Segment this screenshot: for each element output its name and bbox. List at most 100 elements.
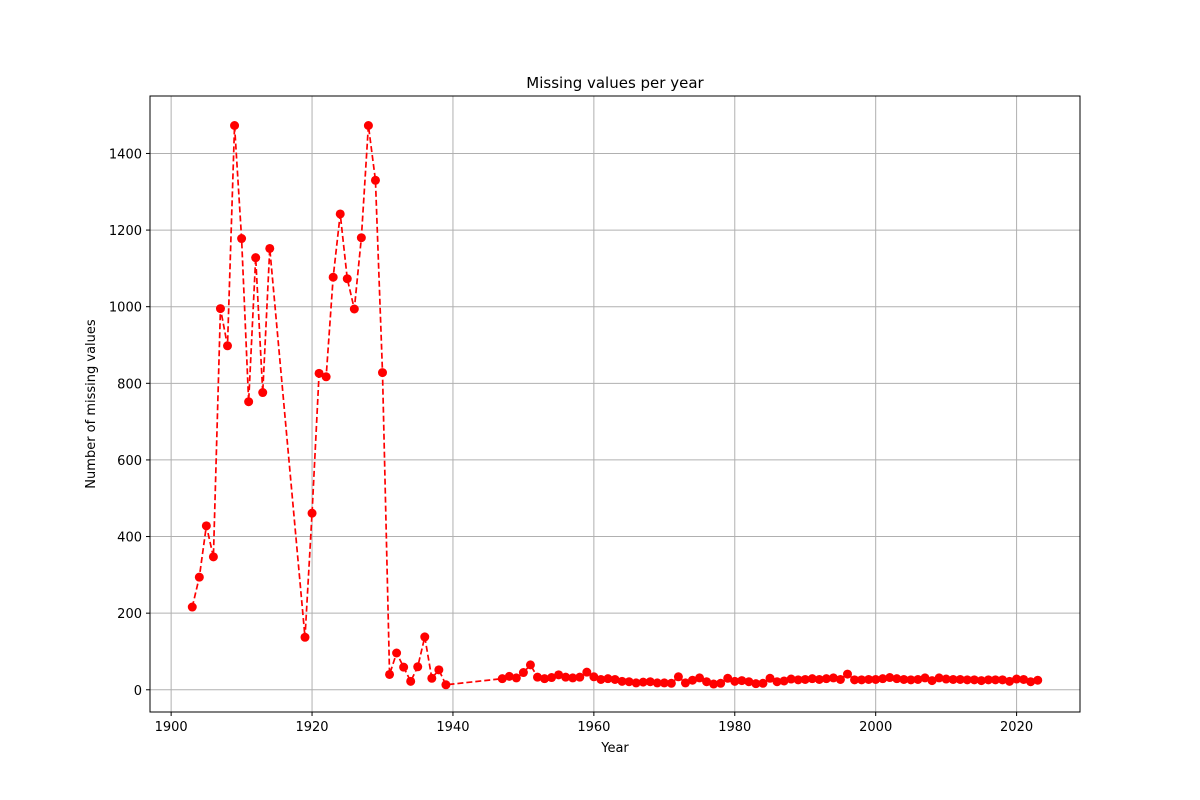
x-tick-label: 1900 <box>155 720 188 735</box>
data-point <box>1033 675 1043 685</box>
data-point <box>934 673 944 683</box>
plot-frame <box>149 95 1081 713</box>
data-point <box>392 648 402 658</box>
data-point <box>349 304 359 314</box>
data-point <box>744 677 754 687</box>
y-tick-label: 400 <box>117 531 142 546</box>
data-point <box>258 388 268 398</box>
y-tick-label: 1000 <box>109 301 142 316</box>
data-point <box>582 667 592 677</box>
y-tick-label: 0 <box>134 684 142 699</box>
data-point <box>504 671 514 681</box>
data-point <box>561 672 571 682</box>
data-point <box>533 672 542 682</box>
data-point <box>962 675 972 685</box>
y-tick-label: 200 <box>117 607 142 622</box>
data-point <box>871 674 881 684</box>
data-point <box>378 368 387 378</box>
data-point <box>927 676 937 686</box>
data-point <box>406 676 416 686</box>
data-point <box>554 670 564 680</box>
data-point <box>321 372 331 382</box>
data-point <box>913 674 923 684</box>
data-point <box>420 632 430 642</box>
data-point <box>976 676 986 686</box>
data-point <box>335 209 345 219</box>
data-point <box>328 272 338 282</box>
data-point <box>800 674 810 684</box>
data-point <box>835 674 845 684</box>
x-tick-label: 2020 <box>1000 720 1033 735</box>
data-point <box>638 677 648 687</box>
data-point <box>307 508 317 518</box>
data-point <box>385 669 395 679</box>
data-point <box>645 677 655 687</box>
data-point <box>673 672 683 682</box>
data-point <box>652 678 662 688</box>
y-tick-label: 800 <box>117 377 142 392</box>
data-point <box>342 274 352 284</box>
grid <box>150 96 1080 712</box>
data-point <box>497 674 507 684</box>
data-point <box>737 676 747 686</box>
series-layer <box>187 121 1043 690</box>
data-point <box>850 675 860 685</box>
data-point <box>666 678 676 688</box>
data-point <box>265 243 275 253</box>
data-point <box>723 673 733 683</box>
data-point <box>983 675 993 685</box>
data-point <box>575 672 585 682</box>
data-point <box>920 673 930 683</box>
data-point <box>208 552 218 562</box>
data-point <box>659 678 669 688</box>
x-axis-label: Year <box>600 741 629 756</box>
data-point <box>695 673 705 683</box>
data-point <box>194 572 204 582</box>
data-point <box>828 673 838 683</box>
data-point <box>709 679 719 689</box>
data-point <box>589 672 599 682</box>
data-point <box>786 674 796 684</box>
data-point <box>716 678 726 688</box>
data-point <box>751 679 761 689</box>
data-point <box>1019 674 1029 684</box>
data-point <box>201 521 211 531</box>
data-point <box>244 397 254 407</box>
data-point <box>187 602 197 612</box>
data-point <box>427 673 437 683</box>
data-point <box>237 234 247 244</box>
x-tick-label: 1980 <box>718 720 751 735</box>
data-point <box>843 669 852 679</box>
data-point <box>441 680 451 690</box>
y-tick-label: 1200 <box>109 224 142 239</box>
y-tick-label: 600 <box>117 454 142 469</box>
data-point <box>948 674 958 684</box>
data-point <box>511 673 521 683</box>
data-point <box>568 673 578 683</box>
data-point <box>765 673 775 683</box>
data-point <box>955 674 965 684</box>
y-tick-label: 1400 <box>109 147 142 162</box>
y-axis: 0 200 400 600 800 1000 1200 1400 <box>109 147 150 699</box>
x-tick-label: 1940 <box>436 720 469 735</box>
data-point <box>758 678 768 688</box>
data-point <box>892 674 902 684</box>
data-point <box>215 304 225 314</box>
data-point <box>547 673 557 683</box>
data-point <box>596 674 606 684</box>
data-point <box>990 675 1000 685</box>
x-axis: 1900 1920 1940 1960 1980 2000 2020 <box>155 712 1033 735</box>
x-tick-label: 1920 <box>295 720 328 735</box>
data-point <box>370 175 380 185</box>
y-axis-label: Number of missing values <box>84 319 99 489</box>
data-point <box>730 676 740 686</box>
data-point <box>821 674 831 684</box>
data-point <box>251 253 261 263</box>
data-point <box>998 675 1007 685</box>
data-point <box>314 368 324 378</box>
data-point <box>413 662 423 672</box>
data-point <box>617 676 627 686</box>
data-point <box>610 674 620 684</box>
data-point <box>525 660 535 670</box>
